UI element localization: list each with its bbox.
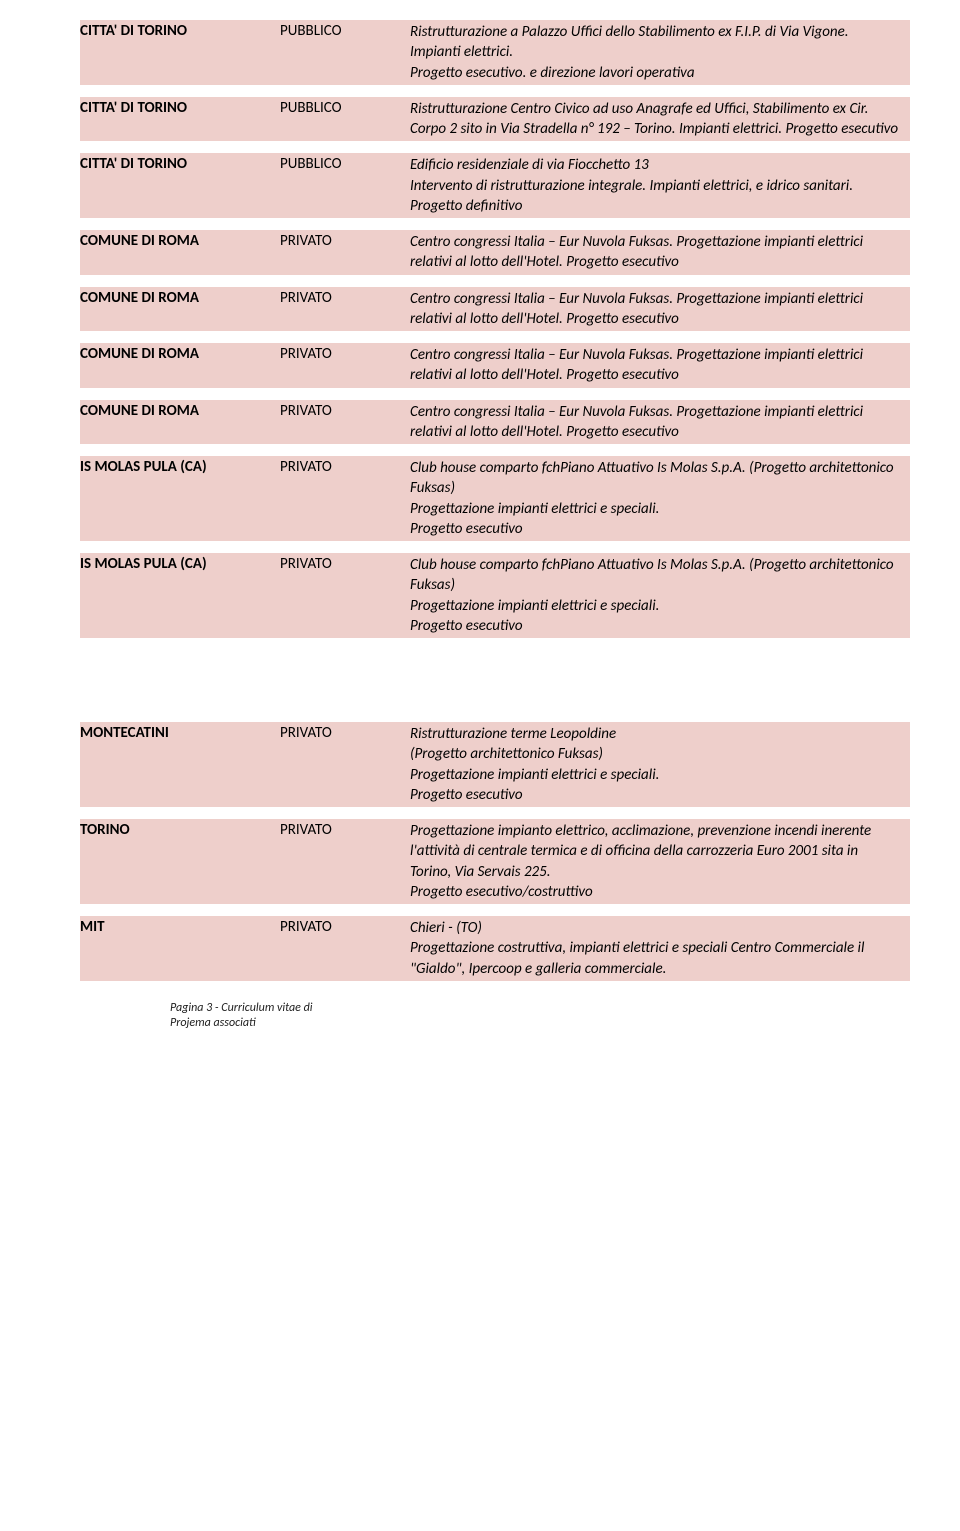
col-description: Club house comparto fchPiano Attuativo I… — [410, 456, 910, 541]
table-row: CITTA' DI TORINOPUBBLICORistrutturazione… — [80, 20, 910, 85]
col-description: Centro congressi Italia – Eur Nuvola Fuk… — [410, 287, 910, 332]
col-location: COMUNE DI ROMA — [80, 287, 280, 332]
table-row: CITTA' DI TORINOPUBBLICOEdificio residen… — [80, 153, 910, 218]
col-type: PRIVATO — [280, 287, 410, 332]
col-type: PRIVATO — [280, 916, 410, 981]
col-description: Centro congressi Italia – Eur Nuvola Fuk… — [410, 230, 910, 275]
table-row: COMUNE DI ROMAPRIVATOCentro congressi It… — [80, 343, 910, 388]
col-type: PRIVATO — [280, 456, 410, 541]
page-footer: Pagina 3 - Curriculum vitae di Projema a… — [80, 1001, 910, 1032]
col-type: PRIVATO — [280, 819, 410, 904]
col-location: CITTA' DI TORINO — [80, 20, 280, 85]
projects-table-2: MONTECATINIPRIVATORistrutturazione terme… — [80, 722, 910, 981]
col-description: Edificio residenziale di via Fiocchetto … — [410, 153, 910, 218]
col-type: PRIVATO — [280, 400, 410, 445]
col-type: PRIVATO — [280, 722, 410, 807]
col-location: COMUNE DI ROMA — [80, 343, 280, 388]
table-row: COMUNE DI ROMAPRIVATOCentro congressi It… — [80, 400, 910, 445]
col-location: MIT — [80, 916, 280, 981]
col-description: Centro congressi Italia – Eur Nuvola Fuk… — [410, 400, 910, 445]
col-type: PUBBLICO — [280, 153, 410, 218]
col-location: COMUNE DI ROMA — [80, 400, 280, 445]
col-type: PUBBLICO — [280, 20, 410, 85]
projects-table-1: CITTA' DI TORINOPUBBLICORistrutturazione… — [80, 20, 910, 638]
col-type: PUBBLICO — [280, 97, 410, 142]
table-row: TORINOPRIVATOProgettazione impianto elet… — [80, 819, 910, 904]
table-row: MONTECATINIPRIVATORistrutturazione terme… — [80, 722, 910, 807]
col-location: CITTA' DI TORINO — [80, 153, 280, 218]
col-type: PRIVATO — [280, 553, 410, 638]
table-row: COMUNE DI ROMAPRIVATOCentro congressi It… — [80, 230, 910, 275]
col-description: Progettazione impianto elettrico, acclim… — [410, 819, 910, 904]
col-description: Ristrutturazione a Palazzo Uffici dello … — [410, 20, 910, 85]
table-row: IS MOLAS PULA (CA)PRIVATOClub house comp… — [80, 553, 910, 638]
section-gap — [80, 682, 910, 722]
col-location: IS MOLAS PULA (CA) — [80, 553, 280, 638]
col-description: Club house comparto fchPiano Attuativo I… — [410, 553, 910, 638]
col-location: MONTECATINI — [80, 722, 280, 807]
col-location: COMUNE DI ROMA — [80, 230, 280, 275]
table-row: COMUNE DI ROMAPRIVATOCentro congressi It… — [80, 287, 910, 332]
col-type: PRIVATO — [280, 230, 410, 275]
col-type: PRIVATO — [280, 343, 410, 388]
col-location: CITTA' DI TORINO — [80, 97, 280, 142]
col-location: TORINO — [80, 819, 280, 904]
col-description: Centro congressi Italia – Eur Nuvola Fuk… — [410, 343, 910, 388]
col-description: Chieri - (TO) Progettazione costruttiva,… — [410, 916, 910, 981]
col-description: Ristrutturazione Centro Civico ad uso An… — [410, 97, 910, 142]
table-row: IS MOLAS PULA (CA)PRIVATOClub house comp… — [80, 456, 910, 541]
table-row: CITTA' DI TORINOPUBBLICORistrutturazione… — [80, 97, 910, 142]
footer-line-2: Projema associati — [170, 1016, 910, 1032]
footer-line-1: Pagina 3 - Curriculum vitae di — [170, 1001, 910, 1017]
col-location: IS MOLAS PULA (CA) — [80, 456, 280, 541]
table-row: MITPRIVATOChieri - (TO) Progettazione co… — [80, 916, 910, 981]
col-description: Ristrutturazione terme Leopoldine (Proge… — [410, 722, 910, 807]
